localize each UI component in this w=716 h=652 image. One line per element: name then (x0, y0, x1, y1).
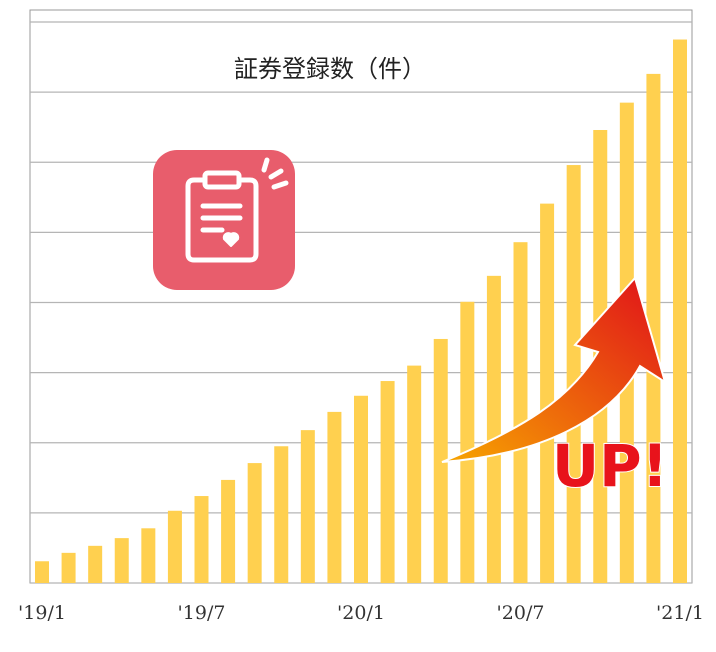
chart: 証券登録数（件） UP! '19/1 '19/7 '20/1 '20/7 '21/1 (0, 0, 716, 652)
bar (195, 496, 209, 583)
x-tick-label: '20/1 (337, 602, 385, 624)
x-tick-label: '19/1 (18, 602, 66, 624)
bar (354, 396, 368, 583)
bar (274, 446, 288, 583)
bar (381, 381, 395, 583)
page: 証券登録数（件） UP! '19/1'19/7'20/1'20/7'21/1 (… (0, 0, 716, 652)
bar (673, 40, 687, 583)
bar (115, 538, 129, 583)
bar (567, 165, 581, 583)
bar (514, 242, 528, 583)
bar (248, 463, 262, 583)
bar (540, 204, 554, 583)
bar (301, 430, 315, 583)
chart-title: 証券登録数（件） (234, 55, 426, 83)
bar (141, 528, 155, 583)
bar (88, 546, 102, 583)
bar (460, 302, 474, 583)
bar (62, 553, 76, 583)
bar (35, 561, 49, 583)
annotation: UP! (552, 432, 668, 500)
bar (327, 412, 341, 583)
icon (153, 150, 295, 290)
bar (407, 366, 421, 583)
x-tick-label: '21/1 (656, 602, 704, 624)
bar (221, 480, 235, 583)
x-tick-label: '20/7 (497, 602, 545, 624)
bar (487, 276, 501, 583)
bar (168, 511, 182, 583)
x-tick-label: '19/7 (178, 602, 226, 624)
